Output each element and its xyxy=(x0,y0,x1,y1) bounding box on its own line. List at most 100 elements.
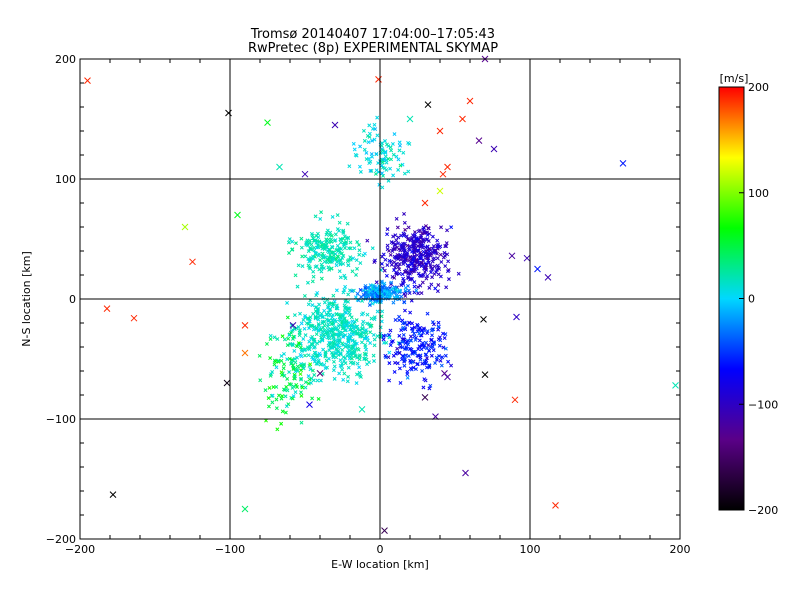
small-point xyxy=(410,244,415,249)
small-point xyxy=(303,333,308,338)
small-point xyxy=(326,318,330,323)
small-point xyxy=(350,289,355,294)
small-point xyxy=(441,331,445,336)
small-point xyxy=(299,354,304,359)
small-point xyxy=(290,357,294,362)
small-point xyxy=(438,338,443,343)
small-point xyxy=(341,333,346,338)
small-point xyxy=(308,367,313,372)
small-point xyxy=(394,154,399,159)
small-point xyxy=(383,149,388,154)
small-point xyxy=(424,262,429,267)
small-point xyxy=(290,239,295,244)
small-point xyxy=(375,334,380,339)
large-point xyxy=(444,163,451,171)
x-tick-label: −200 xyxy=(65,543,95,556)
small-point xyxy=(411,256,416,261)
large-point xyxy=(331,121,339,129)
small-point xyxy=(282,373,287,378)
small-point xyxy=(406,354,411,358)
small-point xyxy=(341,261,346,266)
large-point xyxy=(444,373,451,381)
small-point xyxy=(397,288,402,293)
small-point xyxy=(391,353,396,358)
small-point xyxy=(418,283,423,288)
small-point xyxy=(357,252,362,257)
small-point xyxy=(326,356,331,361)
small-point xyxy=(321,314,326,319)
small-point xyxy=(412,280,417,285)
small-point xyxy=(326,327,330,332)
small-point xyxy=(423,378,428,383)
small-point xyxy=(433,361,438,366)
small-point xyxy=(270,400,275,405)
small-point xyxy=(361,288,366,293)
small-point xyxy=(422,229,427,234)
small-point xyxy=(430,344,435,349)
large-point xyxy=(508,252,516,260)
small-point xyxy=(331,352,336,357)
small-point xyxy=(391,289,396,294)
small-point xyxy=(435,289,440,294)
small-point xyxy=(408,334,413,339)
small-point xyxy=(332,299,337,304)
small-point xyxy=(409,267,414,272)
small-point xyxy=(416,347,421,352)
small-point xyxy=(403,341,408,346)
small-point xyxy=(384,167,389,172)
small-point xyxy=(318,313,323,318)
small-point xyxy=(364,347,369,352)
small-point xyxy=(327,267,332,272)
small-point xyxy=(314,293,319,298)
small-point xyxy=(409,261,414,266)
large-point xyxy=(421,199,429,207)
small-point xyxy=(399,283,404,288)
small-point xyxy=(295,364,300,369)
small-point xyxy=(364,328,368,332)
small-point xyxy=(308,362,313,367)
large-point xyxy=(109,491,117,498)
small-point xyxy=(421,330,426,335)
small-point xyxy=(435,263,440,268)
small-point xyxy=(328,258,333,263)
small-point xyxy=(363,295,368,300)
small-point xyxy=(370,246,375,251)
small-point xyxy=(351,141,356,146)
small-point xyxy=(319,276,324,281)
small-point xyxy=(396,241,400,246)
small-point xyxy=(419,291,424,296)
small-point xyxy=(354,354,358,359)
small-point xyxy=(379,319,384,324)
small-point xyxy=(430,259,435,264)
grid-lines xyxy=(80,59,680,539)
small-point xyxy=(415,244,420,248)
small-point xyxy=(313,214,318,219)
chart-subtitle: RwPretec (8p) EXPERIMENTAL SKYMAP xyxy=(248,41,498,56)
small-point xyxy=(311,274,316,279)
small-point xyxy=(301,336,306,341)
small-point xyxy=(317,339,322,344)
small-point xyxy=(336,327,341,332)
small-point xyxy=(412,334,417,339)
y-tick-label: 0 xyxy=(69,293,76,306)
small-point xyxy=(320,329,325,334)
small-point xyxy=(372,337,377,342)
small-point xyxy=(350,332,355,337)
small-point xyxy=(323,255,328,260)
small-point xyxy=(410,321,415,326)
small-point xyxy=(273,359,278,364)
small-point xyxy=(387,248,391,253)
small-point xyxy=(342,371,347,376)
small-point xyxy=(293,390,298,395)
small-point xyxy=(334,319,338,324)
small-point xyxy=(387,332,392,337)
small-point xyxy=(420,368,425,373)
small-point xyxy=(403,227,408,232)
large-point xyxy=(490,145,498,153)
small-point xyxy=(415,248,420,253)
small-point xyxy=(302,293,307,298)
small-point xyxy=(309,231,314,236)
small-point xyxy=(436,242,441,247)
small-point xyxy=(416,328,421,333)
small-point xyxy=(392,268,397,273)
